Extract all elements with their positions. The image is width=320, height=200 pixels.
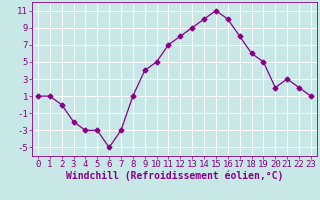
- X-axis label: Windchill (Refroidissement éolien,°C): Windchill (Refroidissement éolien,°C): [66, 171, 283, 181]
